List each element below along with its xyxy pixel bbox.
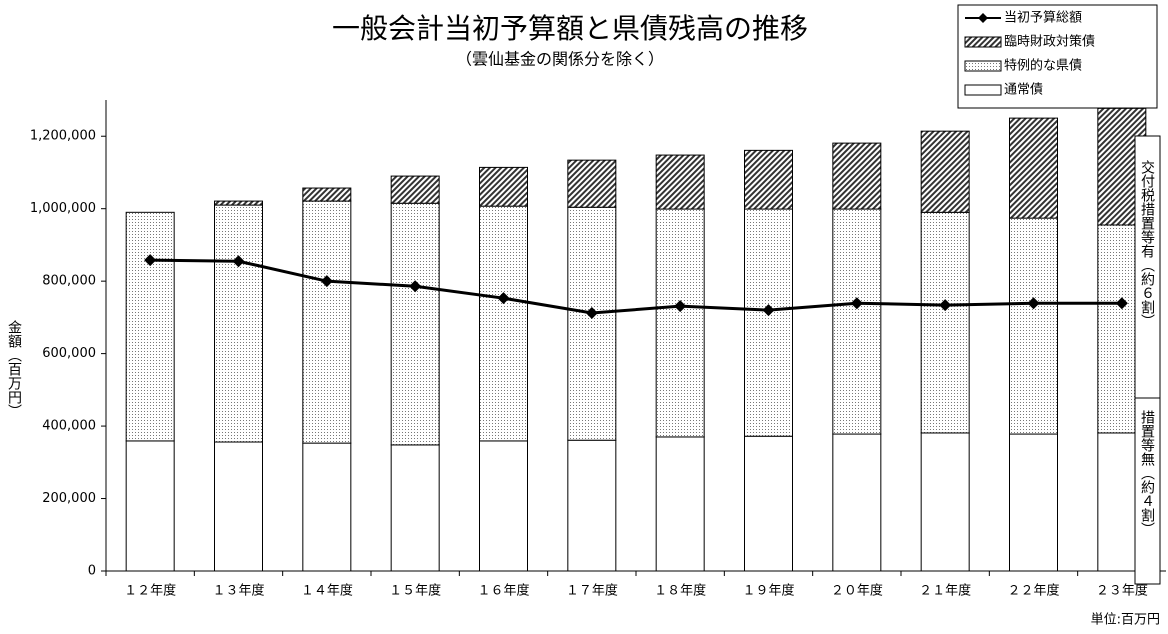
side-annotation: 措置等無（約４割） [1139,410,1155,536]
bar-segment [302,200,352,444]
bar-segment [920,432,970,572]
bar-segment [567,439,617,572]
line-marker [1115,297,1128,310]
y-tick-label: 0 [88,564,96,579]
bar-segment [125,211,175,442]
bar-segment [479,440,528,572]
y-tick-label: 1,000,000 [30,201,96,216]
y-axis-label: 金額（百万円） [6,320,22,418]
bar-segment [832,208,882,435]
line-marker [1027,297,1040,310]
bar-segment [1009,433,1058,572]
bar-segment [567,159,617,208]
bar-segment [832,433,882,572]
x-tick-label: ２３年度 [1096,583,1148,599]
line-marker [585,307,598,320]
y-tick-label: 800,000 [42,274,96,289]
x-tick-label: １３年度 [212,583,264,599]
bar-segment [479,166,528,207]
x-tick-label: ２２年度 [1007,583,1059,599]
x-tick-label: １４年度 [301,583,353,599]
bar-segment [920,130,970,213]
bar-segment [125,440,175,572]
bar-segment [302,187,352,202]
chart-subtitle: （雲仙基金の関係分を除く） [456,50,664,69]
legend-label: 通常債 [1004,83,1043,98]
line-marker [939,299,952,312]
bar-segment [567,206,617,441]
bar-segment [390,444,440,572]
x-tick-label: １６年度 [477,583,529,599]
unit-note: 単位:百万円 [1091,612,1160,628]
line-marker [497,292,510,305]
bar-segment [390,175,440,204]
line-marker [144,254,157,267]
bar-segment [1009,117,1058,219]
bar-segment [1009,217,1058,435]
x-tick-label: １９年度 [742,583,794,599]
x-tick-label: １２年度 [124,583,176,599]
legend-swatch [964,60,1002,72]
bar-segment [655,154,705,210]
legend-swatch [964,36,1002,48]
legend-label: 特例的な県債 [1004,58,1082,74]
bar-segment [655,208,705,438]
x-tick-label: １７年度 [566,583,618,599]
bar-segment [390,202,440,446]
legend-label: 臨時財政対策債 [1004,34,1095,50]
line-marker [762,304,775,317]
line-series [150,258,1122,315]
side-panel [1134,135,1161,585]
line-marker [409,280,422,293]
bar-segment [744,149,793,210]
legend-label: 当初予算総額 [1004,11,1082,26]
x-tick-label: １５年度 [389,583,441,599]
y-tick-label: 200,000 [42,491,96,506]
x-tick-label: ２０年度 [831,583,883,599]
bar-segment [479,205,528,442]
bar-segment [832,142,882,210]
line-marker [320,275,333,288]
line-marker [232,255,245,268]
bar-segment [214,200,263,206]
bar-segment [214,204,263,443]
bar-segment [655,436,705,572]
y-tick-label: 600,000 [42,346,96,361]
bar-segment [920,211,970,434]
bar-segment [744,208,793,437]
legend-marker [978,13,988,23]
bar-segment [302,442,352,572]
chart-title: 一般会計当初予算額と県債残高の推移 [332,12,808,45]
y-tick-label: 400,000 [42,419,96,434]
side-annotation: 交付税措置等有（約６割） [1139,159,1155,328]
line-marker [850,297,863,310]
bar-segment [214,441,263,572]
line-marker [674,300,687,313]
x-tick-label: ２１年度 [919,583,971,599]
bar-segment [744,435,793,572]
x-tick-label: １８年度 [654,583,706,599]
y-tick-label: 1,200,000 [30,129,96,144]
legend-swatch [964,84,1002,96]
